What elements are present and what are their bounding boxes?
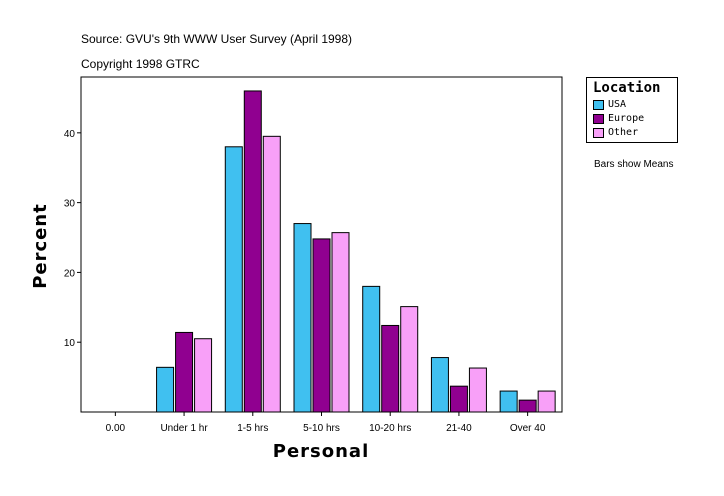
bar-usa-6: [499, 390, 518, 413]
x-tick-label: Over 40: [510, 423, 546, 434]
y-axis-title: Percent: [30, 203, 51, 289]
y-axis: 10 20 30 40: [64, 129, 81, 349]
source-text: Source: GVU's 9th WWW User Survey (April…: [81, 32, 353, 46]
bar-usa-3: [293, 223, 312, 413]
bar-europe-2: [243, 90, 262, 413]
legend-label-europe: Europe: [608, 113, 645, 124]
bar-europe-6: [518, 399, 537, 413]
bar-usa-5: [430, 357, 449, 413]
bar-other-5: [468, 367, 487, 413]
x-axis-title: Personal: [273, 441, 370, 462]
bars-note: Bars show Means: [594, 159, 674, 170]
legend-title: Location: [593, 80, 661, 96]
legend-swatch-usa: [593, 99, 604, 110]
y-tick-label: 40: [64, 129, 76, 140]
bar-europe-5: [449, 385, 468, 413]
bar-other-1: [194, 338, 213, 413]
x-tick-label: 21-40: [446, 423, 472, 434]
x-axis: 0.00 Under 1 hr 1-5 hrs 5-10 hrs 10-20 hrs 21…: [106, 412, 546, 434]
bar-usa-4: [362, 285, 381, 413]
x-tick-label: 10-20 hrs: [369, 423, 411, 434]
legend-label-other: Other: [608, 127, 639, 138]
bar-other-6: [537, 390, 556, 413]
legend-swatch-other: [593, 127, 604, 138]
bar-other-2: [262, 135, 281, 413]
copyright-text: Copyright 1998 GTRC: [81, 57, 200, 71]
legend-swatch-europe: [593, 113, 604, 124]
x-tick-label: Under 1 hr: [160, 423, 208, 434]
x-tick-label: 0.00: [106, 423, 126, 434]
y-tick-label: 30: [64, 199, 76, 210]
y-tick-label: 10: [64, 338, 76, 349]
bar-marks: [156, 90, 556, 413]
x-tick-label: 1-5 hrs: [237, 423, 268, 434]
legend-item-other: Other: [593, 126, 638, 139]
legend-item-europe: Europe: [593, 112, 644, 125]
bar-usa-1: [156, 366, 175, 413]
legend-label-usa: USA: [608, 99, 627, 110]
bar-other-4: [400, 306, 419, 413]
bar-usa-2: [224, 146, 243, 413]
legend-item-usa: USA: [593, 98, 626, 111]
legend: Location USA Europe Other: [586, 77, 678, 143]
bar-europe-3: [312, 238, 331, 413]
bar-europe-1: [175, 331, 194, 413]
y-tick-label: 20: [64, 268, 76, 279]
bar-europe-4: [381, 324, 400, 413]
bar-other-3: [331, 232, 350, 413]
x-tick-label: 5-10 hrs: [303, 423, 340, 434]
